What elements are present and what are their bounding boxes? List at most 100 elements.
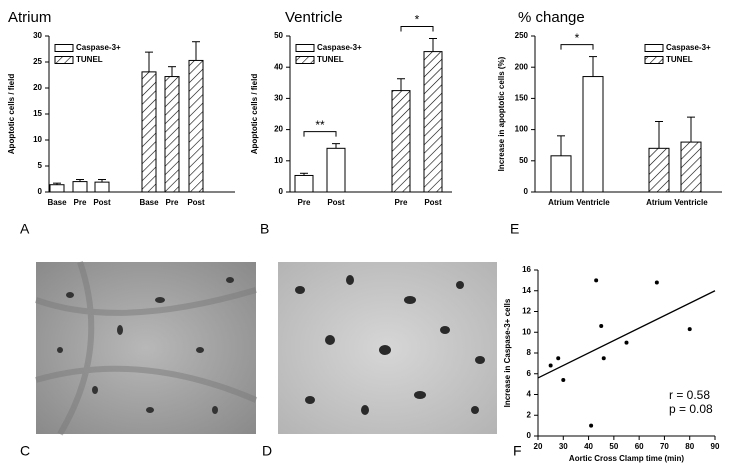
x-tick-label: Pre bbox=[74, 198, 87, 207]
legend-swatch bbox=[54, 56, 74, 64]
y-tick-label: 200 bbox=[515, 62, 529, 71]
panel-label: F bbox=[513, 443, 522, 459]
y-tick-label: 4 bbox=[527, 390, 532, 399]
y-tick-label: 0 bbox=[524, 187, 529, 196]
trend-line bbox=[537, 290, 716, 379]
legend-label: TUNEL bbox=[666, 55, 693, 64]
y-tick-label: 10 bbox=[522, 327, 531, 336]
x-tick-label: 50 bbox=[609, 442, 618, 451]
y-tick-label: 25 bbox=[33, 57, 42, 66]
bar bbox=[550, 155, 572, 193]
x-tick-label: Atrium bbox=[548, 198, 574, 207]
significance-bracket bbox=[303, 131, 337, 137]
y-tick-label: 10 bbox=[274, 156, 283, 165]
panel-label: D bbox=[262, 443, 272, 459]
y-tick-label: 50 bbox=[519, 156, 528, 165]
y-axis-label: Apoptotic cells / field bbox=[250, 74, 259, 155]
legend-swatch bbox=[295, 56, 315, 64]
chart-title: Ventricle bbox=[285, 9, 343, 26]
y-tick-label: 250 bbox=[515, 31, 529, 40]
significance-bracket bbox=[400, 25, 434, 32]
x-tick-label: 40 bbox=[584, 442, 593, 451]
bar bbox=[648, 147, 670, 193]
x-tick-label: 30 bbox=[559, 442, 568, 451]
x-tick-label: Post bbox=[187, 198, 205, 207]
bar bbox=[423, 51, 443, 193]
x-tick-label: Pre bbox=[298, 198, 311, 207]
micrograph-d bbox=[278, 262, 497, 434]
x-tick-label: 20 bbox=[534, 442, 543, 451]
point bbox=[687, 327, 692, 332]
y-axis-label: Increase in apoptotic cells (%) bbox=[497, 56, 506, 171]
bar bbox=[141, 71, 157, 193]
bar bbox=[326, 147, 346, 193]
annotation: * bbox=[575, 31, 580, 45]
x-tick-label: Pre bbox=[166, 198, 179, 207]
legend-label: Caspase-3+ bbox=[76, 43, 121, 52]
y-tick-label: 5 bbox=[38, 161, 43, 170]
legend-swatch bbox=[644, 44, 664, 52]
x-tick-label: Ventricle bbox=[674, 198, 708, 207]
panel-label: B bbox=[260, 221, 269, 237]
point bbox=[594, 278, 599, 283]
y-tick-label: 40 bbox=[274, 62, 283, 71]
micrograph-c bbox=[34, 261, 258, 436]
y-tick-label: 6 bbox=[527, 369, 532, 378]
x-tick-label: Pre bbox=[395, 198, 408, 207]
y-tick-label: 12 bbox=[522, 307, 531, 316]
x-tick-label: Post bbox=[424, 198, 442, 207]
y-tick-label: 0 bbox=[279, 187, 284, 196]
y-tick-label: 30 bbox=[274, 94, 283, 103]
y-tick-label: 50 bbox=[274, 31, 283, 40]
legend-label: Caspase-3+ bbox=[317, 43, 362, 52]
panel-label: E bbox=[510, 221, 519, 237]
y-tick-label: 0 bbox=[38, 187, 43, 196]
annotation: * bbox=[415, 13, 420, 27]
y-tick-label: 15 bbox=[33, 109, 42, 118]
point bbox=[654, 280, 659, 285]
x-tick-label: 60 bbox=[635, 442, 644, 451]
annotation: r = 0.58 bbox=[669, 388, 710, 402]
y-tick-label: 20 bbox=[33, 83, 42, 92]
x-axis-label: Aortic Cross Clamp time (min) bbox=[569, 454, 684, 463]
x-tick-label: 70 bbox=[660, 442, 669, 451]
point bbox=[561, 377, 566, 382]
y-tick-label: 20 bbox=[274, 125, 283, 134]
point bbox=[624, 340, 629, 345]
panel-label: C bbox=[20, 443, 30, 459]
bar bbox=[188, 59, 204, 193]
bar bbox=[294, 174, 314, 193]
y-tick-label: 0 bbox=[527, 431, 532, 440]
legend-swatch bbox=[295, 44, 315, 52]
y-tick-label: 16 bbox=[522, 265, 531, 274]
point bbox=[599, 324, 604, 329]
point bbox=[556, 356, 561, 361]
y-tick-label: 8 bbox=[527, 348, 532, 357]
y-tick-label: 10 bbox=[33, 135, 42, 144]
bar bbox=[72, 181, 88, 193]
y-axis-label: Increase in Caspase-3+ cells bbox=[503, 298, 512, 407]
bar bbox=[680, 141, 702, 193]
legend-label: TUNEL bbox=[317, 55, 344, 64]
x-tick-label: Base bbox=[47, 198, 67, 207]
legend-swatch bbox=[54, 44, 74, 52]
y-tick-label: 150 bbox=[515, 94, 529, 103]
annotation: ** bbox=[315, 118, 325, 132]
chart-title: Atrium bbox=[8, 9, 51, 26]
bar bbox=[94, 181, 110, 193]
bar bbox=[49, 184, 65, 193]
legend-swatch bbox=[644, 56, 664, 64]
significance-bracket bbox=[560, 44, 594, 50]
bar bbox=[582, 76, 604, 193]
bar bbox=[391, 90, 411, 193]
bar bbox=[164, 76, 180, 193]
y-tick-label: 14 bbox=[522, 286, 531, 295]
point bbox=[589, 423, 594, 428]
point bbox=[601, 356, 606, 361]
x-tick-label: Post bbox=[93, 198, 111, 207]
panel-label: A bbox=[20, 221, 30, 237]
annotation: p = 0.08 bbox=[669, 402, 713, 416]
y-tick-label: 2 bbox=[527, 410, 532, 419]
x-tick-label: 90 bbox=[711, 442, 720, 451]
